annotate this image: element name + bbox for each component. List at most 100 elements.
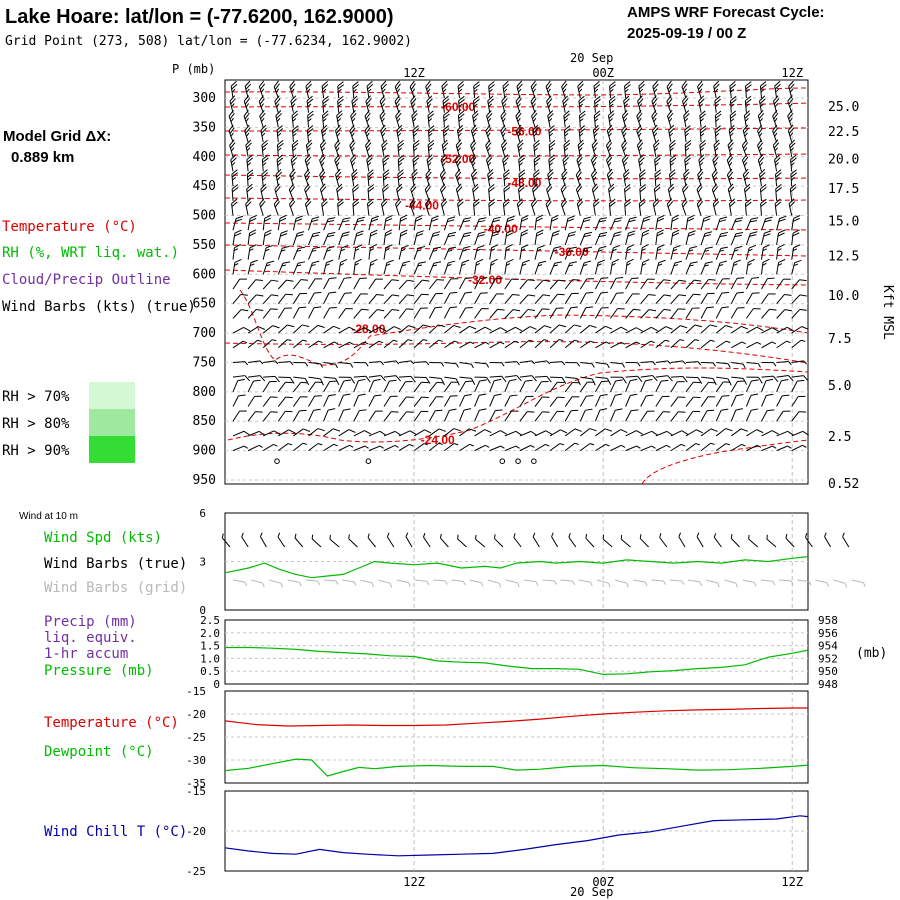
barb-flag: [343, 393, 351, 396]
barb-flag: [590, 154, 597, 161]
barb-flag: [261, 142, 269, 149]
barb-flag: [235, 218, 243, 222]
barb-flag: [521, 214, 529, 219]
wind-barb: [288, 183, 296, 202]
barb-staff: [700, 396, 709, 407]
barb-flag: [554, 261, 562, 264]
wind-barb: [379, 110, 386, 128]
wind-barb: [610, 292, 624, 304]
barb-flag: [326, 219, 335, 223]
height-tick-label: 12.5: [828, 250, 859, 265]
barb-flag: [379, 95, 385, 102]
wind-barb: [323, 277, 337, 290]
wind-barb: [623, 169, 630, 187]
barb-staff: [761, 327, 773, 334]
barb-flag: [427, 139, 434, 146]
wind-barb: [655, 339, 670, 349]
barb-flag: [304, 183, 310, 190]
barb-flag: [295, 215, 303, 219]
barb-staff: [229, 145, 234, 157]
barb-flag: [328, 217, 336, 220]
barb-flag: [329, 307, 337, 309]
barb-flag: [774, 157, 781, 163]
barb-half-flag: [559, 443, 565, 446]
barb-flag: [742, 154, 748, 161]
barb-flag: [613, 244, 621, 249]
wind-barb: [485, 154, 493, 172]
barb-staff: [247, 444, 260, 452]
barb-flag: [762, 258, 770, 263]
barb-flag: [633, 308, 641, 311]
barb-staff: [564, 324, 575, 334]
barb-half-flag: [442, 162, 446, 167]
barb-staff: [610, 341, 622, 349]
barb-flag: [457, 201, 464, 208]
barb-flag: [439, 168, 446, 176]
wind-barb: [368, 293, 384, 305]
barb-staff: [685, 293, 694, 304]
barb-half-flag: [579, 103, 584, 108]
wind-barb: [625, 341, 641, 349]
barb-flag: [561, 186, 567, 193]
barb-flag: [661, 379, 669, 382]
barb-half-flag: [787, 445, 792, 449]
barb-flag: [760, 198, 767, 204]
barb-staff: [651, 130, 657, 143]
wind-barb: [685, 261, 698, 275]
barb-half-flag: [457, 176, 461, 181]
pressure-tick-label: 800: [193, 385, 216, 400]
barb-flag: [322, 110, 329, 116]
barb-flag: [492, 219, 500, 223]
wind-barb: [564, 324, 582, 334]
wind-barb: [291, 110, 299, 128]
barb-staff: [519, 360, 532, 363]
legend-rh80-label: RH > 80%: [2, 416, 70, 432]
barb-flag: [669, 142, 676, 149]
wind-barb: [714, 110, 722, 128]
barb-staff: [488, 188, 491, 201]
barb-half-flag: [292, 118, 297, 122]
wind-barb: [429, 376, 445, 386]
wind-barb: [383, 326, 401, 334]
wind-barb: [594, 231, 608, 246]
wind-barb: [470, 154, 477, 172]
barb-flag: [615, 408, 623, 411]
barb-staff: [232, 262, 236, 275]
barb-flag: [490, 258, 498, 263]
barb-flag: [697, 80, 703, 87]
barb-half-flag: [521, 263, 527, 267]
barb-flag: [765, 378, 774, 382]
barb-flag: [627, 233, 635, 237]
barb-staff: [489, 445, 501, 452]
barb-flag: [276, 128, 284, 134]
barb-flag: [798, 395, 806, 397]
barb-staff: [551, 536, 559, 548]
barb-half-flag: [398, 147, 403, 152]
wind-barb-true: [513, 533, 522, 548]
barb-flag: [255, 279, 263, 281]
barb-flag: [306, 95, 313, 102]
wind-barb: [746, 376, 763, 384]
barb-flag: [305, 80, 312, 87]
barb-flag: [586, 395, 594, 397]
wind-barb: [562, 154, 569, 172]
wind-barb: [625, 308, 641, 319]
barb-staff: [459, 341, 471, 349]
barb-staff: [474, 380, 481, 393]
barb-staff: [353, 293, 362, 304]
barb-flag: [410, 200, 416, 208]
barb-staff: [338, 262, 342, 275]
barb-flag: [579, 128, 586, 134]
barb-flag: [322, 83, 329, 90]
barb-staff: [411, 174, 415, 187]
wind-barb: [590, 154, 598, 172]
barb-flag: [591, 139, 598, 146]
barb-flag: [396, 127, 403, 134]
barb-flag: [592, 171, 598, 178]
barb-staff: [427, 115, 430, 128]
wind-barb: [519, 430, 538, 437]
wind-barb: [504, 361, 520, 366]
barb-flag: [379, 110, 385, 117]
wind-barb: [350, 110, 357, 128]
wind-barb: [696, 183, 703, 202]
